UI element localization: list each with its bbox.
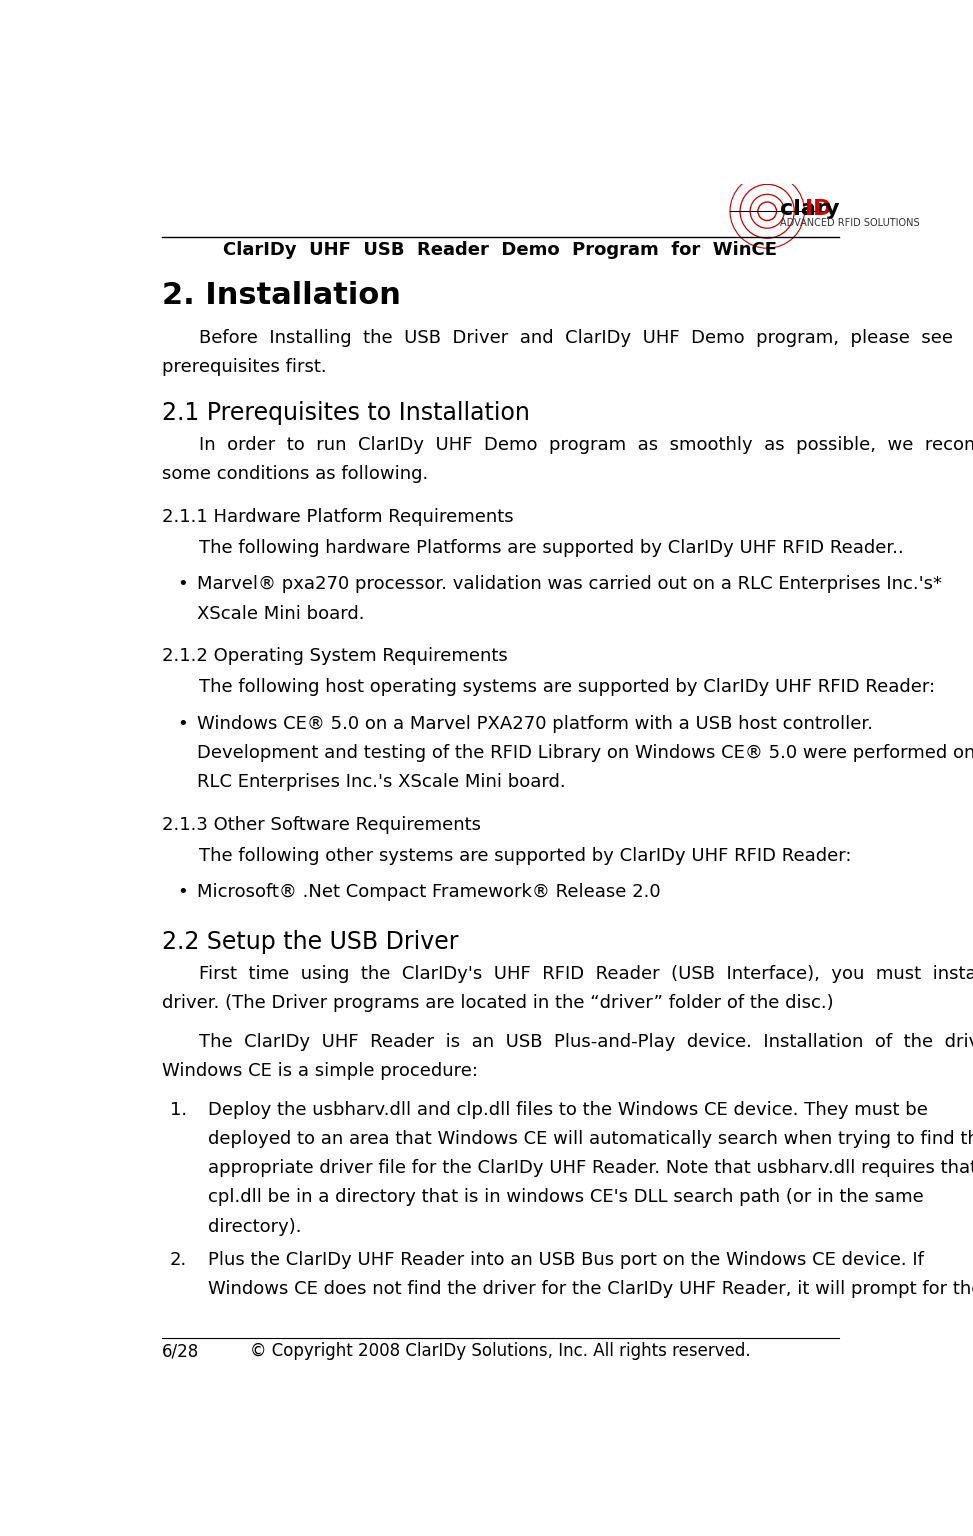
Text: © Copyright 2008 ClarIDy Solutions, Inc. All rights reserved.: © Copyright 2008 ClarIDy Solutions, Inc.… xyxy=(250,1342,750,1361)
Text: •: • xyxy=(177,576,188,593)
Text: deployed to an area that Windows CE will automatically search when trying to fin: deployed to an area that Windows CE will… xyxy=(208,1130,973,1147)
Text: clar: clar xyxy=(780,200,827,220)
Text: 2.1 Prerequisites to Installation: 2.1 Prerequisites to Installation xyxy=(162,401,530,424)
Text: 2.: 2. xyxy=(169,1250,187,1269)
Text: Windows CE does not find the driver for the ClarIDy UHF Reader, it will prompt f: Windows CE does not find the driver for … xyxy=(208,1279,973,1298)
Text: First  time  using  the  ClarIDy's  UHF  RFID  Reader  (USB  Interface),  you  m: First time using the ClarIDy's UHF RFID … xyxy=(199,965,973,983)
Text: The  ClarIDy  UHF  Reader  is  an  USB  Plus-and-Play  device.  Installation  of: The ClarIDy UHF Reader is an USB Plus-an… xyxy=(199,1032,973,1051)
Text: 1.: 1. xyxy=(169,1101,187,1118)
Text: •: • xyxy=(177,883,188,902)
Text: Marvel® pxa270 processor. validation was carried out on a RLC Enterprises Inc.'s: Marvel® pxa270 processor. validation was… xyxy=(197,576,942,593)
Text: XScale Mini board.: XScale Mini board. xyxy=(197,605,364,622)
Text: Windows CE is a simple procedure:: Windows CE is a simple procedure: xyxy=(162,1061,478,1080)
Text: The following hardware Platforms are supported by ClarIDy UHF RFID Reader..: The following hardware Platforms are sup… xyxy=(199,539,904,556)
Text: Plus the ClarIDy UHF Reader into an USB Bus port on the Windows CE device. If: Plus the ClarIDy UHF Reader into an USB … xyxy=(208,1250,924,1269)
Text: cpl.dll be in a directory that is in windows CE's DLL search path (or in the sam: cpl.dll be in a directory that is in win… xyxy=(208,1189,924,1206)
Text: prerequisites first.: prerequisites first. xyxy=(162,358,327,376)
Text: Windows CE® 5.0 on a Marvel PXA270 platform with a USB host controller.: Windows CE® 5.0 on a Marvel PXA270 platf… xyxy=(197,714,873,733)
Text: 2.1.3 Other Software Requirements: 2.1.3 Other Software Requirements xyxy=(162,816,481,834)
Text: In  order  to  run  ClarIDy  UHF  Demo  program  as  smoothly  as  possible,  we: In order to run ClarIDy UHF Demo program… xyxy=(199,436,973,455)
Text: ID: ID xyxy=(806,200,832,220)
Text: appropriate driver file for the ClarIDy UHF Reader. Note that usbharv.dll requir: appropriate driver file for the ClarIDy … xyxy=(208,1160,973,1177)
Text: The following other systems are supported by ClarIDy UHF RFID Reader:: The following other systems are supporte… xyxy=(199,846,851,865)
Text: y: y xyxy=(824,200,839,220)
Text: The following host operating systems are supported by ClarIDy UHF RFID Reader:: The following host operating systems are… xyxy=(199,677,935,696)
Text: Before  Installing  the  USB  Driver  and  ClarIDy  UHF  Demo  program,  please : Before Installing the USB Driver and Cla… xyxy=(199,329,954,347)
Text: directory).: directory). xyxy=(208,1218,302,1235)
Text: some conditions as following.: some conditions as following. xyxy=(162,465,428,484)
Text: 2.1.1 Hardware Platform Requirements: 2.1.1 Hardware Platform Requirements xyxy=(162,508,514,525)
Text: 2.2 Setup the USB Driver: 2.2 Setup the USB Driver xyxy=(162,929,458,954)
Text: 2. Installation: 2. Installation xyxy=(162,281,401,310)
Text: Microsoft® .Net Compact Framework® Release 2.0: Microsoft® .Net Compact Framework® Relea… xyxy=(197,883,661,902)
Text: 2.1.2 Operating System Requirements: 2.1.2 Operating System Requirements xyxy=(162,647,508,665)
Text: Development and testing of the RFID Library on Windows CE® 5.0 were performed on: Development and testing of the RFID Libr… xyxy=(197,743,973,762)
Text: Deploy the usbharv.dll and clp.dll files to the Windows CE device. They must be: Deploy the usbharv.dll and clp.dll files… xyxy=(208,1101,928,1118)
Text: RLC Enterprises Inc.'s XScale Mini board.: RLC Enterprises Inc.'s XScale Mini board… xyxy=(197,773,565,791)
Text: ADVANCED RFID SOLUTIONS: ADVANCED RFID SOLUTIONS xyxy=(780,218,920,229)
Text: •: • xyxy=(177,714,188,733)
Text: driver. (The Driver programs are located in the “driver” folder of the disc.): driver. (The Driver programs are located… xyxy=(162,994,834,1012)
Text: 6/28: 6/28 xyxy=(162,1342,199,1361)
Text: ClarIDy  UHF  USB  Reader  Demo  Program  for  WinCE: ClarIDy UHF USB Reader Demo Program for … xyxy=(223,241,777,258)
